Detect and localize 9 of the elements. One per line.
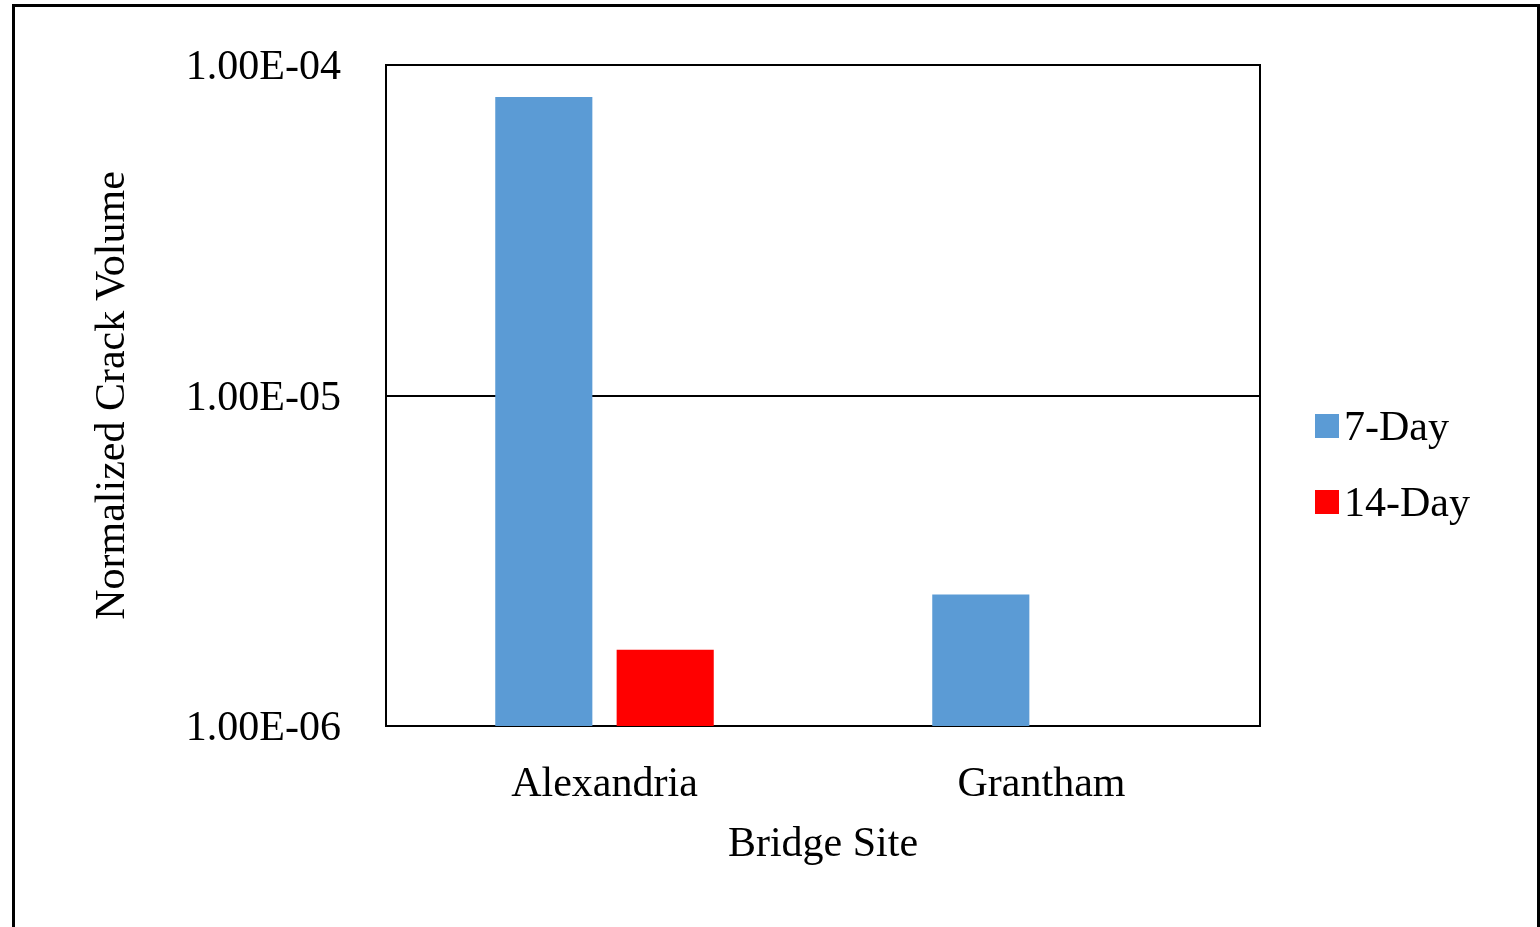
y-tick-label: 1.00E-05 [185,372,341,419]
x-axis-title: Bridge Site [727,819,919,865]
y-tick-label: 1.00E-04 [185,42,341,88]
legend-label: 7-Day [1344,403,1449,449]
legend-label: 14-Day [1344,479,1470,525]
x-tick-label: Alexandria [511,759,699,805]
x-tick-label: Grantham [957,759,1126,805]
y-axis-title: Normalized Crack Volume [87,171,133,620]
y-tick-label: 1.00E-06 [185,703,341,749]
